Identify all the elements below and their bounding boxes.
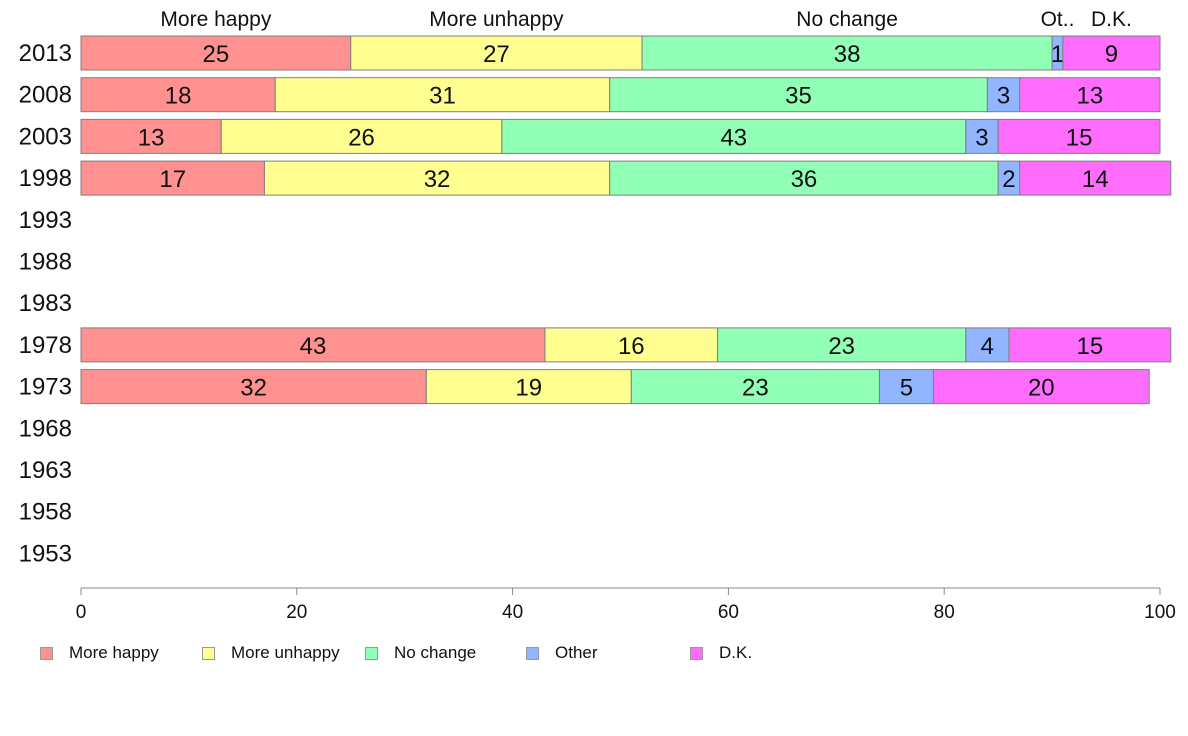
year-label: 2013 (19, 40, 72, 67)
data-label: 4 (981, 333, 994, 360)
bar-segment (80, 77, 276, 113)
bar-segment (80, 160, 265, 196)
data-label: 32 (240, 375, 267, 402)
data-label: 38 (834, 41, 861, 68)
bar-segment (932, 369, 1150, 405)
year-label: 1988 (19, 249, 72, 276)
year-label: 1993 (19, 207, 72, 234)
column-header: More happy (160, 8, 271, 31)
data-label: 16 (618, 333, 645, 360)
column-header: More unhappy (429, 8, 564, 31)
bar-segment (80, 369, 427, 405)
year-label: 1978 (19, 332, 72, 359)
data-label: 26 (348, 124, 375, 151)
data-label: 5 (900, 375, 913, 402)
legend-swatch (690, 646, 703, 660)
data-label: 31 (429, 83, 456, 110)
data-label: 23 (742, 375, 769, 402)
legend-swatch (40, 646, 53, 660)
column-header: D.K. (1091, 8, 1132, 31)
legend-item: Other (526, 641, 598, 665)
bar-segment (220, 118, 503, 154)
data-label: 23 (828, 333, 855, 360)
year-label: 1968 (19, 415, 72, 442)
data-label: 35 (785, 83, 812, 110)
bar-segment (80, 118, 222, 154)
legend-swatch (526, 646, 539, 660)
data-label: 9 (1105, 41, 1118, 68)
bar-segment (965, 327, 1010, 363)
data-label: 19 (515, 375, 542, 402)
year-label: 1983 (19, 290, 72, 317)
bar-segment (1062, 35, 1161, 71)
bar-segment (80, 327, 546, 363)
legend-label: D.K. (719, 643, 753, 662)
legend-label: Other (555, 643, 598, 662)
data-label: 13 (138, 124, 165, 151)
bar-segment (986, 77, 1021, 113)
data-label: 32 (424, 166, 451, 193)
data-label: 3 (997, 83, 1010, 110)
bar-segment (274, 77, 611, 113)
data-label: 3 (975, 124, 988, 151)
year-label: 1973 (19, 374, 72, 401)
bar-segment (544, 327, 719, 363)
x-tick-label: 20 (286, 602, 307, 623)
x-tick-label: 80 (934, 602, 955, 623)
column-header: No change (796, 8, 898, 31)
bar-segment (1008, 327, 1172, 363)
data-label: 36 (791, 166, 818, 193)
legend-swatch (365, 646, 378, 660)
data-label: 43 (720, 124, 747, 151)
legend-swatch (202, 646, 215, 660)
data-label: 20 (1028, 375, 1055, 402)
bar-segment (501, 118, 967, 154)
data-label: 25 (203, 41, 230, 68)
data-label: 15 (1077, 333, 1104, 360)
x-tick-label: 100 (1144, 602, 1176, 623)
data-label: 27 (483, 41, 510, 68)
year-label: 1958 (19, 499, 72, 526)
data-label: 2 (1002, 166, 1015, 193)
year-label: 2008 (19, 82, 72, 109)
data-label: 1 (1051, 41, 1064, 68)
data-label: 13 (1077, 83, 1104, 110)
legend-item: More unhappy (202, 641, 340, 665)
bar-segment (878, 369, 934, 405)
year-label: 1963 (19, 457, 72, 484)
year-label: 2003 (19, 123, 72, 150)
year-label: 1953 (19, 540, 72, 567)
data-label: 15 (1066, 124, 1093, 151)
bar-segment (609, 77, 988, 113)
bar-segment (350, 35, 643, 71)
bar-segment (80, 35, 352, 71)
x-tick-label: 40 (502, 602, 523, 623)
legend-item: D.K. (690, 641, 752, 665)
bar-segment (630, 369, 880, 405)
x-tick-label: 60 (718, 602, 739, 623)
legend-label: More happy (69, 643, 159, 662)
legend-label: More unhappy (231, 643, 340, 662)
legend-item: More happy (40, 641, 159, 665)
x-tick-label: 0 (76, 602, 87, 623)
column-header: Ot.. (1041, 8, 1075, 31)
bar-segment (1019, 160, 1172, 196)
data-label: 14 (1082, 166, 1109, 193)
legend-item: No change (365, 641, 476, 665)
year-label: 1998 (19, 165, 72, 192)
bar-segment (997, 118, 1161, 154)
bar-segment (965, 118, 999, 154)
data-label: 17 (159, 166, 186, 193)
legend-label: No change (394, 643, 477, 662)
bar-segment (425, 369, 632, 405)
legend: More happy More unhappy No change Other D.K. (40, 641, 800, 665)
data-label: 18 (165, 83, 192, 110)
data-label: 43 (300, 333, 327, 360)
bar-segment (641, 35, 1053, 71)
bar-segment (1019, 77, 1161, 113)
